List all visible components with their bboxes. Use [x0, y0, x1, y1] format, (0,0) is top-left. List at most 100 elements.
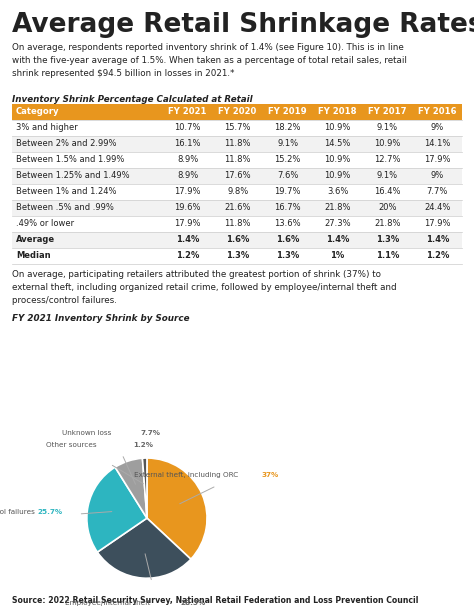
Text: 1.4%: 1.4%: [326, 236, 349, 245]
Text: 18.2%: 18.2%: [274, 124, 301, 132]
Text: 9%: 9%: [430, 124, 444, 132]
Text: FY 2018: FY 2018: [319, 108, 357, 116]
Text: 1.3%: 1.3%: [276, 252, 299, 261]
Text: Category: Category: [16, 108, 60, 116]
Text: Between .5% and .99%: Between .5% and .99%: [16, 204, 114, 213]
Text: 1.4%: 1.4%: [176, 236, 200, 245]
Text: 9.1%: 9.1%: [277, 140, 298, 148]
Text: 3% and higher: 3% and higher: [16, 124, 78, 132]
Text: Unknown loss: Unknown loss: [62, 430, 114, 436]
Text: 15.2%: 15.2%: [274, 156, 301, 164]
Text: 21.8%: 21.8%: [374, 220, 401, 229]
Text: 8.9%: 8.9%: [177, 172, 198, 180]
Text: Source: 2022 Retail Security Survey, National Retail Federation and Loss Prevent: Source: 2022 Retail Security Survey, Nat…: [12, 596, 419, 605]
Text: .49% or lower: .49% or lower: [16, 220, 74, 229]
Text: 10.9%: 10.9%: [374, 140, 401, 148]
Text: 1.2%: 1.2%: [133, 442, 153, 448]
Text: 28.5%: 28.5%: [180, 600, 205, 606]
Text: 27.3%: 27.3%: [324, 220, 351, 229]
Text: FY 2016: FY 2016: [418, 108, 456, 116]
Text: FY 2020: FY 2020: [219, 108, 257, 116]
Text: 9.8%: 9.8%: [227, 188, 248, 197]
Text: 1%: 1%: [330, 252, 345, 261]
Text: 21.6%: 21.6%: [224, 204, 251, 213]
Text: 7.6%: 7.6%: [277, 172, 298, 180]
Wedge shape: [87, 467, 147, 552]
Text: Process/control failures: Process/control failures: [0, 509, 37, 515]
Text: 1.4%: 1.4%: [426, 236, 449, 245]
Text: 1.6%: 1.6%: [226, 236, 249, 245]
Text: Between 2% and 2.99%: Between 2% and 2.99%: [16, 140, 117, 148]
Text: 24.4%: 24.4%: [424, 204, 450, 213]
Text: FY 2019: FY 2019: [268, 108, 307, 116]
Text: 1.1%: 1.1%: [376, 252, 399, 261]
Text: 20%: 20%: [378, 204, 397, 213]
Text: 1.6%: 1.6%: [276, 236, 299, 245]
Text: FY 2021 Inventory Shrink by Source: FY 2021 Inventory Shrink by Source: [12, 314, 190, 323]
FancyBboxPatch shape: [12, 136, 462, 152]
Text: FY 2021: FY 2021: [168, 108, 207, 116]
Wedge shape: [115, 458, 147, 518]
Text: 8.9%: 8.9%: [177, 156, 198, 164]
FancyBboxPatch shape: [12, 232, 462, 248]
FancyBboxPatch shape: [12, 152, 462, 168]
Wedge shape: [142, 458, 147, 518]
Text: Employee/internal theft: Employee/internal theft: [65, 600, 153, 606]
Text: 13.6%: 13.6%: [274, 220, 301, 229]
Text: 37%: 37%: [261, 472, 278, 478]
Text: 25.7%: 25.7%: [37, 509, 63, 515]
Text: Between 1% and 1.24%: Between 1% and 1.24%: [16, 188, 117, 197]
Text: Median: Median: [16, 252, 51, 261]
Text: On average, respondents reported inventory shrink of 1.4% (see Figure 10). This : On average, respondents reported invento…: [12, 43, 407, 77]
Text: 7.7%: 7.7%: [141, 430, 161, 436]
Text: Average Retail Shrinkage Rates: Average Retail Shrinkage Rates: [12, 12, 474, 38]
Text: Between 1.25% and 1.49%: Between 1.25% and 1.49%: [16, 172, 129, 180]
Text: Between 1.5% and 1.99%: Between 1.5% and 1.99%: [16, 156, 124, 164]
Text: 1.3%: 1.3%: [226, 252, 249, 261]
Text: 10.7%: 10.7%: [174, 124, 201, 132]
FancyBboxPatch shape: [12, 168, 462, 184]
Text: 11.8%: 11.8%: [224, 140, 251, 148]
Text: 11.8%: 11.8%: [224, 156, 251, 164]
Text: 7.7%: 7.7%: [427, 188, 448, 197]
FancyBboxPatch shape: [12, 248, 462, 264]
Text: 1.2%: 1.2%: [426, 252, 449, 261]
Text: 17.6%: 17.6%: [224, 172, 251, 180]
Text: 1.2%: 1.2%: [176, 252, 200, 261]
Text: 15.7%: 15.7%: [224, 124, 251, 132]
FancyBboxPatch shape: [12, 104, 462, 120]
Text: 16.1%: 16.1%: [174, 140, 201, 148]
FancyBboxPatch shape: [12, 216, 462, 232]
Text: Average: Average: [16, 236, 55, 245]
Text: 17.9%: 17.9%: [424, 156, 450, 164]
Text: Other sources: Other sources: [46, 442, 99, 448]
Text: 10.9%: 10.9%: [324, 156, 351, 164]
Text: 17.9%: 17.9%: [174, 188, 201, 197]
Wedge shape: [97, 518, 191, 578]
Text: 14.5%: 14.5%: [324, 140, 351, 148]
Text: 14.1%: 14.1%: [424, 140, 450, 148]
Text: 16.4%: 16.4%: [374, 188, 401, 197]
Wedge shape: [147, 458, 207, 559]
Text: 12.7%: 12.7%: [374, 156, 401, 164]
Text: 11.8%: 11.8%: [224, 220, 251, 229]
Text: 21.8%: 21.8%: [324, 204, 351, 213]
Text: FY 2017: FY 2017: [368, 108, 407, 116]
Text: 17.9%: 17.9%: [424, 220, 450, 229]
FancyBboxPatch shape: [12, 120, 462, 136]
Text: 10.9%: 10.9%: [324, 124, 351, 132]
Text: 10.9%: 10.9%: [324, 172, 351, 180]
FancyBboxPatch shape: [12, 200, 462, 216]
Text: 9.1%: 9.1%: [377, 172, 398, 180]
Text: 3.6%: 3.6%: [327, 188, 348, 197]
Text: External theft, including ORC: External theft, including ORC: [134, 472, 240, 478]
Text: On average, participating retailers attributed the greatest portion of shrink (3: On average, participating retailers attr…: [12, 270, 397, 304]
Text: 19.6%: 19.6%: [174, 204, 201, 213]
Text: Inventory Shrink Percentage Calculated at Retail: Inventory Shrink Percentage Calculated a…: [12, 95, 253, 104]
Text: 9%: 9%: [430, 172, 444, 180]
Text: 17.9%: 17.9%: [174, 220, 201, 229]
Text: 9.1%: 9.1%: [377, 124, 398, 132]
Text: 1.3%: 1.3%: [376, 236, 399, 245]
Text: 19.7%: 19.7%: [274, 188, 301, 197]
Text: 16.7%: 16.7%: [274, 204, 301, 213]
